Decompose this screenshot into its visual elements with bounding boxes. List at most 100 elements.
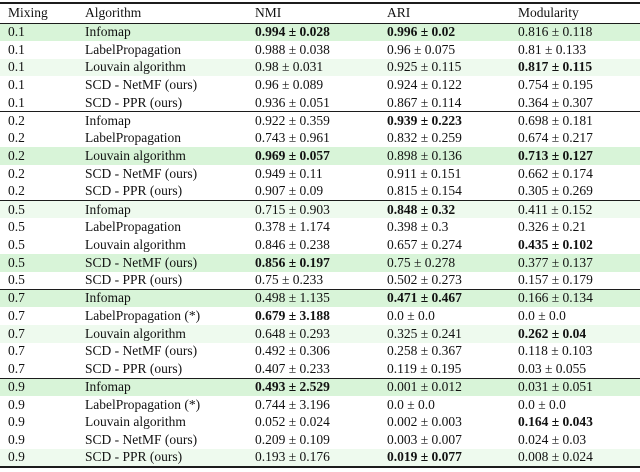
cell-algorithm: LabelPropagation (85, 41, 181, 57)
cell-ari: 0.832 ± 0.259 (387, 130, 462, 146)
cell-algorithm: Infomap (85, 24, 131, 40)
cell-ari: 0.003 ± 0.007 (387, 432, 462, 448)
cell-ari: 0.657 ± 0.274 (387, 236, 462, 252)
table-row: 0.2 Infomap 0.922 ± 0.359 0.939 ± 0.223 0.69… (0, 111, 640, 130)
col-header-modularity: Modularity (518, 5, 579, 21)
cell-nmi: 0.407 ± 0.233 (255, 360, 330, 376)
cell-ari: 0.119 ± 0.195 (387, 360, 462, 376)
table-row: 0.1 SCD - PPR (ours) 0.936 ± 0.051 0.867 ± … (0, 94, 640, 112)
table-header: Mixing Algorithm NMI ARI Modularity (0, 3, 640, 23)
cell-ari: 0.75 ± 0.278 (387, 254, 456, 270)
cell-ari: 0.001 ± 0.012 (387, 379, 462, 395)
cell-mixing: 0.2 (8, 148, 25, 164)
table-row: 0.2 SCD - NetMF (ours) 0.949 ± 0.11 0.911 ±… (0, 165, 640, 183)
cell-nmi: 0.846 ± 0.238 (255, 236, 330, 252)
table-row: 0.1 Infomap 0.994 ± 0.028 0.996 ± 0.02 0.816… (0, 23, 640, 41)
cell-algorithm: Louvain algorithm (85, 59, 186, 75)
cell-ari: 0.002 ± 0.003 (387, 414, 462, 430)
cell-nmi: 0.949 ± 0.11 (255, 165, 323, 181)
cell-modularity: 0.435 ± 0.102 (518, 236, 593, 252)
cell-mixing: 0.5 (8, 236, 25, 252)
cell-ari: 0.019 ± 0.077 (387, 449, 462, 465)
cell-modularity: 0.024 ± 0.03 (518, 432, 587, 448)
cell-ari: 0.925 ± 0.115 (387, 59, 462, 75)
table-row: 0.7 SCD - PPR (ours) 0.407 ± 0.233 0.119 ± … (0, 360, 640, 378)
col-header-nmi: NMI (255, 5, 282, 21)
cell-mixing: 0.7 (8, 307, 25, 323)
cell-nmi: 0.052 ± 0.024 (255, 414, 330, 430)
cell-modularity: 0.326 ± 0.21 (518, 219, 587, 235)
cell-mixing: 0.9 (8, 414, 25, 430)
col-header-algorithm: Algorithm (85, 5, 142, 21)
table-row: 0.1 Louvain algorithm 0.98 ± 0.031 0.925 ± … (0, 58, 640, 77)
cell-modularity: 0.674 ± 0.217 (518, 130, 593, 146)
table-row: 0.2 Louvain algorithm 0.969 ± 0.057 0.898 ±… (0, 147, 640, 165)
cell-nmi: 0.648 ± 0.293 (255, 325, 330, 341)
cell-algorithm: SCD - NetMF (ours) (85, 165, 198, 181)
cell-mixing: 0.2 (8, 165, 25, 181)
cell-modularity: 0.713 ± 0.127 (518, 148, 593, 164)
cell-algorithm: SCD - PPR (ours) (85, 449, 183, 465)
cell-modularity: 0.008 ± 0.024 (518, 449, 593, 465)
cell-algorithm: Infomap (85, 290, 131, 306)
table-row: 0.1 SCD - NetMF (ours) 0.96 ± 0.089 0.924 ±… (0, 76, 640, 94)
table-row: 0.5 Infomap 0.715 ± 0.903 0.848 ± 0.32 0.411… (0, 200, 640, 219)
cell-nmi: 0.744 ± 3.196 (255, 396, 330, 412)
cell-ari: 0.0 ± 0.0 (387, 307, 435, 323)
cell-ari: 0.911 ± 0.151 (387, 165, 462, 181)
table-row: 0.5 Louvain algorithm 0.846 ± 0.238 0.657 ±… (0, 236, 640, 254)
cell-nmi: 0.715 ± 0.903 (255, 201, 330, 217)
table-row: 0.7 Infomap 0.498 ± 1.135 0.471 ± 0.467 0.16… (0, 289, 640, 307)
cell-ari: 0.258 ± 0.367 (387, 343, 462, 359)
col-header-ari: ARI (387, 5, 411, 21)
cell-algorithm: Infomap (85, 112, 131, 128)
cell-modularity: 0.377 ± 0.137 (518, 254, 593, 270)
cell-nmi: 0.193 ± 0.176 (255, 449, 330, 465)
cell-modularity: 0.118 ± 0.103 (518, 343, 593, 359)
header-row: Mixing Algorithm NMI ARI Modularity (0, 3, 640, 23)
cell-ari: 0.398 ± 0.3 (387, 219, 449, 235)
cell-algorithm: SCD - PPR (ours) (85, 360, 183, 376)
cell-mixing: 0.7 (8, 325, 25, 341)
cell-modularity: 0.81 ± 0.133 (518, 41, 587, 57)
cell-nmi: 0.75 ± 0.233 (255, 272, 324, 288)
table-row: 0.5 LabelPropagation 0.378 ± 1.174 0.398 ± … (0, 218, 640, 236)
cell-nmi: 0.378 ± 1.174 (255, 219, 330, 235)
cell-modularity: 0.816 ± 0.118 (518, 24, 593, 40)
cell-nmi: 0.936 ± 0.051 (255, 94, 330, 110)
cell-ari: 0.939 ± 0.223 (387, 112, 462, 128)
cell-algorithm: LabelPropagation (*) (85, 307, 201, 323)
cell-mixing: 0.5 (8, 219, 25, 235)
cell-mixing: 0.9 (8, 396, 25, 412)
cell-nmi: 0.96 ± 0.089 (255, 77, 324, 93)
cell-ari: 0.502 ± 0.273 (387, 272, 462, 288)
cell-algorithm: Infomap (85, 379, 131, 395)
cell-mixing: 0.2 (8, 183, 25, 199)
cell-nmi: 0.679 ± 3.188 (255, 307, 330, 323)
cell-modularity: 0.754 ± 0.195 (518, 77, 593, 93)
cell-algorithm: Louvain algorithm (85, 414, 186, 430)
cell-nmi: 0.743 ± 0.961 (255, 130, 330, 146)
cell-ari: 0.996 ± 0.02 (387, 24, 456, 40)
cell-nmi: 0.856 ± 0.197 (255, 254, 330, 270)
cell-modularity: 0.411 ± 0.152 (518, 201, 593, 217)
table-row: 0.9 Infomap 0.493 ± 2.529 0.001 ± 0.012 0.03… (0, 378, 640, 396)
table-row: 0.5 SCD - PPR (ours) 0.75 ± 0.233 0.502 ± 0… (0, 272, 640, 290)
cell-nmi: 0.969 ± 0.057 (255, 148, 330, 164)
cell-mixing: 0.7 (8, 290, 25, 306)
cell-mixing: 0.1 (8, 24, 25, 40)
cell-nmi: 0.988 ± 0.038 (255, 41, 330, 57)
cell-algorithm: SCD - NetMF (ours) (85, 432, 198, 448)
cell-algorithm: SCD - NetMF (ours) (85, 343, 198, 359)
cell-nmi: 0.492 ± 0.306 (255, 343, 330, 359)
cell-mixing: 0.2 (8, 112, 25, 128)
table-row: 0.7 SCD - NetMF (ours) 0.492 ± 0.306 0.258 … (0, 343, 640, 361)
table-row: 0.1 LabelPropagation 0.988 ± 0.038 0.96 ± 0… (0, 41, 640, 59)
cell-algorithm: Louvain algorithm (85, 148, 186, 164)
cell-algorithm: SCD - PPR (ours) (85, 183, 183, 199)
cell-nmi: 0.922 ± 0.359 (255, 112, 330, 128)
cell-modularity: 0.031 ± 0.051 (518, 379, 593, 395)
cell-mixing: 0.5 (8, 254, 25, 270)
cell-algorithm: LabelPropagation (85, 130, 181, 146)
cell-modularity: 0.305 ± 0.269 (518, 183, 593, 199)
